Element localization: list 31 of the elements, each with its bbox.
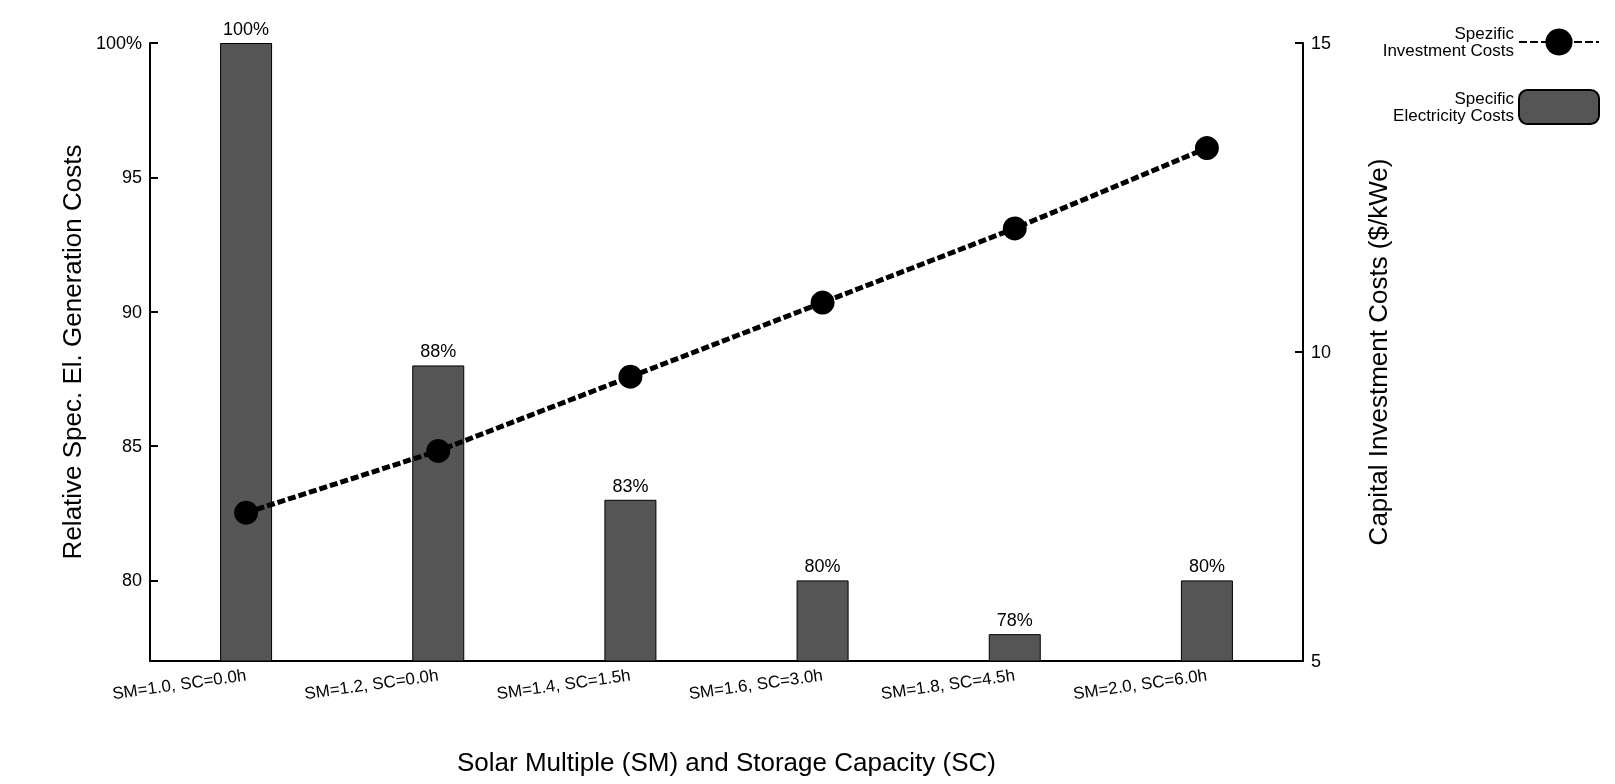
x-tick-label: SM=1.8, SC=4.5h <box>879 665 1017 704</box>
point <box>1002 216 1027 241</box>
x-tick-label: SM=1.0, SC=0.0h <box>111 665 248 704</box>
y-tick-label: 90 <box>121 301 142 322</box>
point <box>810 290 835 315</box>
x-axis-title: Solar Multiple (SM) and Storage Capacity (SC) <box>457 747 996 777</box>
point <box>426 438 451 463</box>
y2-tick-label: 10 <box>1311 342 1332 362</box>
y-axis-title: Relative Spec. El. Generation Costs <box>57 144 88 560</box>
data-label: 100% <box>223 19 270 39</box>
data-label: 80% <box>1188 556 1225 577</box>
point <box>234 500 259 525</box>
y2-tick-label: 15 <box>1311 33 1332 53</box>
data-label: 80% <box>804 556 841 577</box>
y-tick-label: 85 <box>121 436 142 457</box>
point <box>1194 136 1219 161</box>
legend-label: Specific Electricity Costs <box>1393 89 1515 125</box>
data-label: 78% <box>996 610 1033 631</box>
x-tick-label: SM=2.0, SC=6.0h <box>1071 665 1209 704</box>
x-tick-label: SM=1.4, SC=1.5h <box>495 665 632 704</box>
data-label: 83% <box>612 475 649 496</box>
y2-tick-label: 5 <box>1311 651 1322 671</box>
y2-axis-title: Capital Investment Costs ($/kWe) <box>1363 158 1393 546</box>
legend-label: Spezific Investment Costs <box>1382 24 1515 60</box>
y-tick-label: 100% <box>95 33 142 53</box>
x-tick-label: SM=1.2, SC=0.0h <box>303 665 440 704</box>
x-tick-label: SM=1.6, SC=3.0h <box>687 665 824 704</box>
data-label: 88% <box>420 341 457 362</box>
point <box>618 364 643 389</box>
y-tick-label: 95 <box>121 167 142 188</box>
y-tick-label: 80 <box>121 570 142 591</box>
